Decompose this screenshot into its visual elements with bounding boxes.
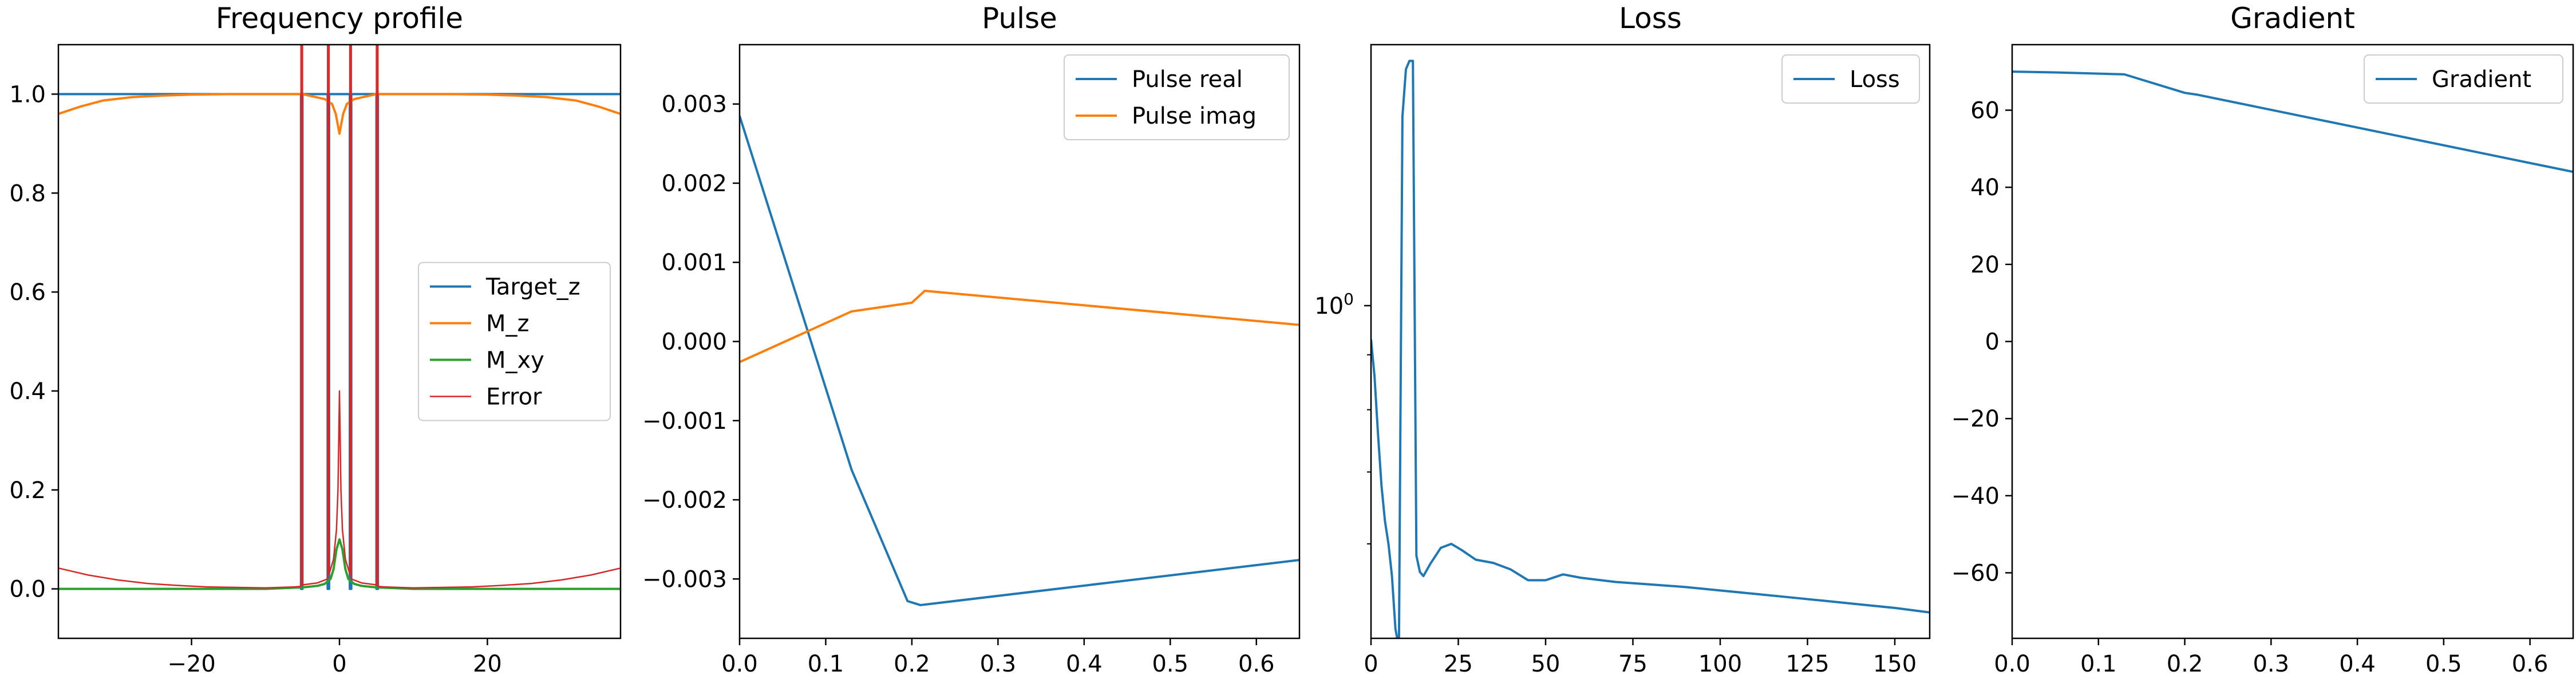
- y-tick-label: 0.6: [9, 279, 46, 306]
- legend-label-m-z: M_z: [486, 311, 530, 337]
- series-group: [58, 45, 621, 590]
- y-tick-label: 100: [1314, 290, 1354, 319]
- panel-4: Gradient 0.0 0.1 0.2 0.3 0.4 0.5 0.6 −60 −40 −20 0 2…: [1951, 2, 2574, 677]
- legend: Gradient: [2364, 54, 2563, 104]
- legend-label-target-z: Target_z: [485, 274, 580, 301]
- legend-label-gradient: Gradient: [2432, 66, 2531, 93]
- x-tick-label: 0.2: [894, 651, 930, 677]
- legend: Target_z M_z M_xy Error: [418, 262, 611, 421]
- panel-3: Loss 0 25 50 75 100 125 150 100 Loss: [1314, 2, 1931, 677]
- series-line-m-z: [58, 93, 621, 135]
- legend-box: [1781, 54, 1920, 104]
- x-tick-label: 0.4: [2339, 651, 2376, 677]
- x-tick-label: 0: [332, 651, 346, 677]
- legend-label-pulse-real: Pulse real: [1132, 66, 1243, 93]
- legend-box: [1064, 54, 1290, 140]
- y-tick-label: 20: [1970, 252, 2000, 278]
- y-tick-exponent: 0: [1344, 290, 1354, 309]
- x-tick-label: 0.5: [2425, 651, 2462, 677]
- panel-2: Pulse 0.0 0.1 0.2 0.3 0.4 0.5 0.6 −0.003 −0.002 −0…: [642, 2, 1301, 677]
- x-tick-label: 100: [1698, 651, 1742, 677]
- y-tick-label: 0.000: [661, 329, 727, 356]
- series-line-error: [58, 45, 621, 589]
- series-line-loss: [1371, 60, 1930, 638]
- legend-box: [418, 262, 611, 421]
- panel-title: Gradient: [2230, 2, 2355, 35]
- x-tick-label: 20: [473, 651, 502, 677]
- series-line-pulse-real: [740, 115, 1299, 606]
- y-tick-label: 0.003: [661, 92, 727, 118]
- y-tick-label: −0.001: [642, 408, 727, 435]
- y-tick-label: −60: [1951, 560, 2000, 587]
- series-group: [2012, 70, 2573, 173]
- y-tick-label: −40: [1951, 483, 2000, 510]
- y-tick-label: 1.0: [9, 81, 46, 108]
- x-tick-label: 75: [1618, 651, 1647, 677]
- legend-label-pulse-imag: Pulse imag: [1132, 103, 1257, 129]
- x-tick-label: 0.6: [2512, 651, 2549, 677]
- x-tick-label: 50: [1531, 651, 1560, 677]
- panel-title: Pulse: [982, 2, 1057, 35]
- legend: Pulse real Pulse imag: [1064, 54, 1290, 140]
- x-tick-label: 0.2: [2167, 651, 2203, 677]
- series-line-m-xy: [58, 538, 621, 590]
- legend-label-error: Error: [486, 384, 542, 410]
- legend-label-loss: Loss: [1850, 66, 1900, 93]
- x-tick-label: 125: [1785, 651, 1829, 677]
- y-tick-label: 40: [1970, 175, 2000, 201]
- y-tick-label: 0.002: [661, 171, 727, 197]
- x-tick-label: 0.0: [721, 651, 758, 677]
- panel-1: Frequency profile −20 0 20 0.0 0.2 0.4 0.6 0.8 1.…: [9, 2, 622, 677]
- y-tick-label: 0.8: [9, 180, 46, 207]
- series-line-gradient: [2012, 70, 2573, 173]
- x-tick-label: 0.4: [1066, 651, 1103, 677]
- series-group: [740, 115, 1299, 606]
- axes-frame: [1370, 44, 1931, 639]
- x-tick-label: 25: [1444, 651, 1473, 677]
- x-tick-label: −20: [167, 651, 215, 677]
- x-tick-label: 0.1: [2080, 651, 2117, 677]
- legend-label-m-xy: M_xy: [486, 348, 544, 374]
- x-tick-label: 0.0: [1994, 651, 2030, 677]
- legend: Loss: [1781, 54, 1920, 104]
- y-tick-label: 0: [1985, 329, 2000, 356]
- y-tick-label: −20: [1951, 406, 2000, 432]
- x-tick-label: 0.6: [1238, 651, 1275, 677]
- panel-title: Loss: [1619, 2, 1682, 35]
- x-tick-label: 0.3: [980, 651, 1017, 677]
- x-tick-label: 0.5: [1152, 651, 1188, 677]
- y-tick-label: 60: [1970, 97, 2000, 124]
- x-tick-label: 0.1: [808, 651, 844, 677]
- y-tick-label: −0.002: [642, 487, 727, 514]
- panel-title: Frequency profile: [216, 2, 463, 35]
- series-line-target-z: [58, 93, 621, 590]
- legend-box: [2364, 54, 2563, 104]
- x-tick-label: 0: [1364, 651, 1378, 677]
- y-tick-label: 0.2: [9, 477, 46, 504]
- series-line-pulse-imag: [740, 290, 1299, 364]
- y-tick-label: 0.001: [661, 250, 727, 276]
- y-tick-label: 0.4: [9, 378, 46, 405]
- y-tick-label: 0.0: [9, 577, 46, 603]
- x-tick-label: 0.3: [2253, 651, 2289, 677]
- y-tick-label: −0.003: [642, 566, 727, 593]
- series-group: [1371, 60, 1930, 638]
- x-tick-label: 150: [1873, 651, 1917, 677]
